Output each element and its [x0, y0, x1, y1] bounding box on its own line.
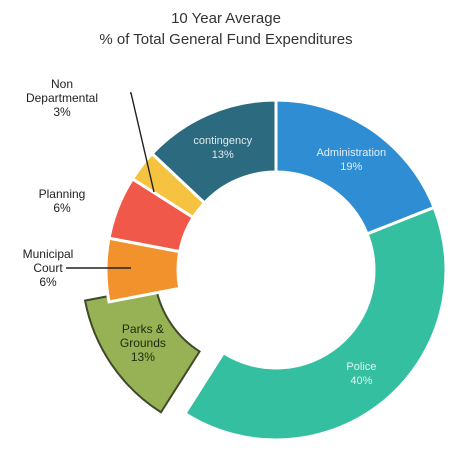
slice-value-text: 13%: [212, 149, 234, 161]
slice-name-text: contingency: [193, 135, 252, 147]
leaders-layer: [66, 92, 155, 269]
slice-parks-and-grounds: [83, 285, 201, 414]
slice-value-text: 13%: [131, 350, 155, 364]
slice-name-text: Court: [33, 261, 63, 275]
slice-name-text: Municipal: [23, 247, 74, 261]
slice-label-police: Police 40%: [346, 361, 376, 387]
slice-value-text: 6%: [39, 275, 57, 289]
slice-police: [182, 205, 448, 442]
slice-value-text: 19%: [340, 161, 362, 173]
slice-name-text: Administration: [316, 147, 386, 159]
leader-line-non-departmental: [130, 92, 155, 193]
slice-name-text: Grounds: [120, 336, 166, 350]
chart-title: 10 Year Average: [171, 10, 281, 27]
slice-label-contingency: contingency 13%: [193, 135, 252, 161]
slice-value-text: 3%: [53, 105, 71, 119]
slice-name-text: Parks &: [122, 322, 164, 336]
chart-subtitle: % of Total General Fund Expenditures: [99, 31, 352, 48]
slices-layer: [83, 98, 448, 442]
slice-name-text: Departmental: [26, 91, 98, 105]
slice-label-administration: Administration 19%: [316, 147, 386, 173]
slice-value-text: 40%: [350, 375, 372, 387]
labels-layer: Administration 19% Police 40% Parks &Grounds…: [23, 77, 387, 387]
slice-name-text: Police: [346, 361, 376, 373]
slice-name-text: Planning: [39, 187, 86, 201]
slice-contingency: [149, 98, 278, 206]
slice-name-text: Non: [51, 77, 73, 91]
slice-value-text: 6%: [53, 201, 71, 215]
